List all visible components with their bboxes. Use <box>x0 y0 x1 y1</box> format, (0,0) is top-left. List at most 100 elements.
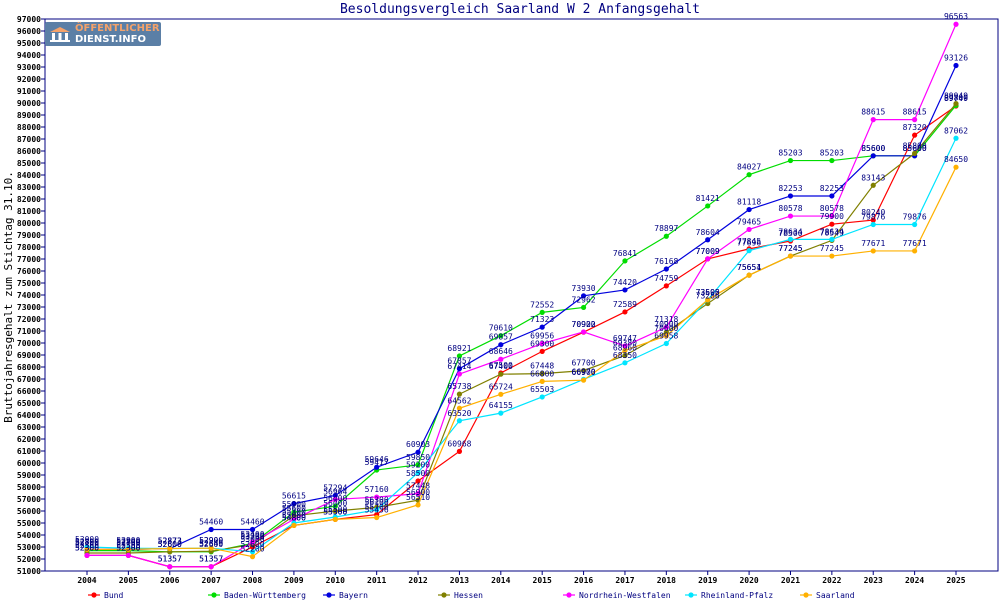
series-line <box>87 105 957 568</box>
data-label: 85600 <box>861 144 885 153</box>
data-label: 69956 <box>530 332 554 341</box>
chart-title: Besoldungsvergleich Saarland W 2 Anfangs… <box>340 2 700 17</box>
y-tick-label: 89000 <box>17 111 41 120</box>
data-label: 52800 <box>75 537 99 546</box>
data-point <box>622 343 628 349</box>
data-point <box>167 545 173 552</box>
x-tick-label: 2011 <box>367 576 386 585</box>
series-line <box>87 24 957 568</box>
data-label: 56615 <box>282 492 306 501</box>
data-label: 52600 <box>240 540 264 549</box>
series-line <box>87 103 957 554</box>
data-label: 79876 <box>903 212 927 221</box>
data-label: 84650 <box>944 155 968 164</box>
series-line <box>87 105 957 553</box>
data-point <box>456 418 463 424</box>
data-label: 78634 <box>820 227 844 236</box>
legend: Bund Baden-Württemberg Bayern Hessen Nordrhe… <box>88 591 855 600</box>
data-label: 54800 <box>282 513 306 522</box>
y-tick-label: 85000 <box>17 159 41 168</box>
data-label: 89749 <box>944 94 968 103</box>
data-point <box>498 410 504 416</box>
data-label: 51357 <box>158 555 182 564</box>
data-label: 96563 <box>944 12 968 21</box>
y-tick-label: 91000 <box>17 87 41 96</box>
data-label: 69300 <box>530 339 554 348</box>
data-label: 68921 <box>447 344 471 353</box>
data-label: 67448 <box>530 362 554 371</box>
data-label: 53000 <box>75 535 99 544</box>
legend-swatch-marker <box>441 592 447 598</box>
data-point <box>622 258 628 264</box>
x-tick-label: 2022 <box>822 576 841 585</box>
data-label: 59200 <box>406 461 430 470</box>
y-tick-label: 53000 <box>17 543 41 552</box>
data-label: 83143 <box>861 173 885 182</box>
data-label: 57448 <box>406 482 430 491</box>
y-axis-label: Bruttojahresgehalt zum Stichtag 31.10. <box>2 171 15 423</box>
y-tick-label: 64000 <box>17 411 41 420</box>
x-tick-label: 2006 <box>160 576 179 585</box>
data-label: 55000 <box>282 511 306 520</box>
data-label: 77696 <box>737 239 761 248</box>
x-tick-label: 2016 <box>574 576 593 585</box>
data-label: 52800 <box>75 537 99 546</box>
data-label: 85203 <box>820 149 844 158</box>
data-point <box>208 526 214 533</box>
legend-swatch-marker <box>91 592 97 598</box>
data-point <box>374 514 380 521</box>
y-tick-label: 76000 <box>17 267 41 276</box>
data-point <box>870 217 876 223</box>
brand-line-1: ÖFFENTLICHER <box>75 23 160 34</box>
data-label: 56000 <box>323 499 347 508</box>
brand-line-2: DIENST.INFO <box>75 34 146 45</box>
data-label: 57294 <box>323 483 347 492</box>
data-label: 56400 <box>323 494 347 503</box>
data-point <box>580 304 587 311</box>
building-icon <box>50 27 70 42</box>
data-label: 67500 <box>489 361 513 370</box>
y-tick-label: 67000 <box>17 375 41 384</box>
data-point <box>622 347 628 354</box>
data-label: 85800 <box>903 141 927 150</box>
data-label: 53400 <box>240 530 264 539</box>
data-point <box>870 248 876 254</box>
data-point <box>498 342 504 348</box>
data-label: 73930 <box>572 284 596 293</box>
data-point <box>663 340 669 347</box>
data-label: 54460 <box>240 517 264 526</box>
data-label: 74420 <box>613 278 637 287</box>
data-label: 68350 <box>613 351 637 360</box>
data-label: 71318 <box>654 315 678 324</box>
legend-entry: Hessen <box>454 591 483 600</box>
data-point <box>870 182 876 188</box>
x-tick-label: 2008 <box>243 576 262 585</box>
data-point <box>580 368 587 374</box>
data-label: 53200 <box>240 533 264 542</box>
data-point <box>291 509 297 515</box>
data-label: 78604 <box>696 228 720 237</box>
data-point <box>829 213 835 219</box>
data-label: 66900 <box>572 368 596 377</box>
data-label: 55600 <box>282 504 306 513</box>
data-label: 52900 <box>199 536 223 545</box>
x-tick-label: 2017 <box>615 576 634 585</box>
data-point <box>456 366 463 372</box>
data-label: 56510 <box>406 493 430 502</box>
data-point <box>746 226 752 233</box>
data-label: 80578 <box>778 204 802 213</box>
data-label: 85203 <box>778 149 802 158</box>
y-tick-label: 63000 <box>17 423 41 432</box>
data-label: 79465 <box>737 217 761 226</box>
legend-entry: Saarland <box>816 591 855 600</box>
data-label: 77245 <box>778 244 802 253</box>
data-point <box>291 513 297 519</box>
data-label: 70900 <box>654 320 678 329</box>
legend-swatch-marker <box>688 592 694 598</box>
data-point <box>663 233 669 239</box>
data-point <box>125 546 131 553</box>
series-line <box>87 166 957 558</box>
y-tick-label: 61000 <box>17 447 41 456</box>
data-label: 67857 <box>447 357 471 366</box>
